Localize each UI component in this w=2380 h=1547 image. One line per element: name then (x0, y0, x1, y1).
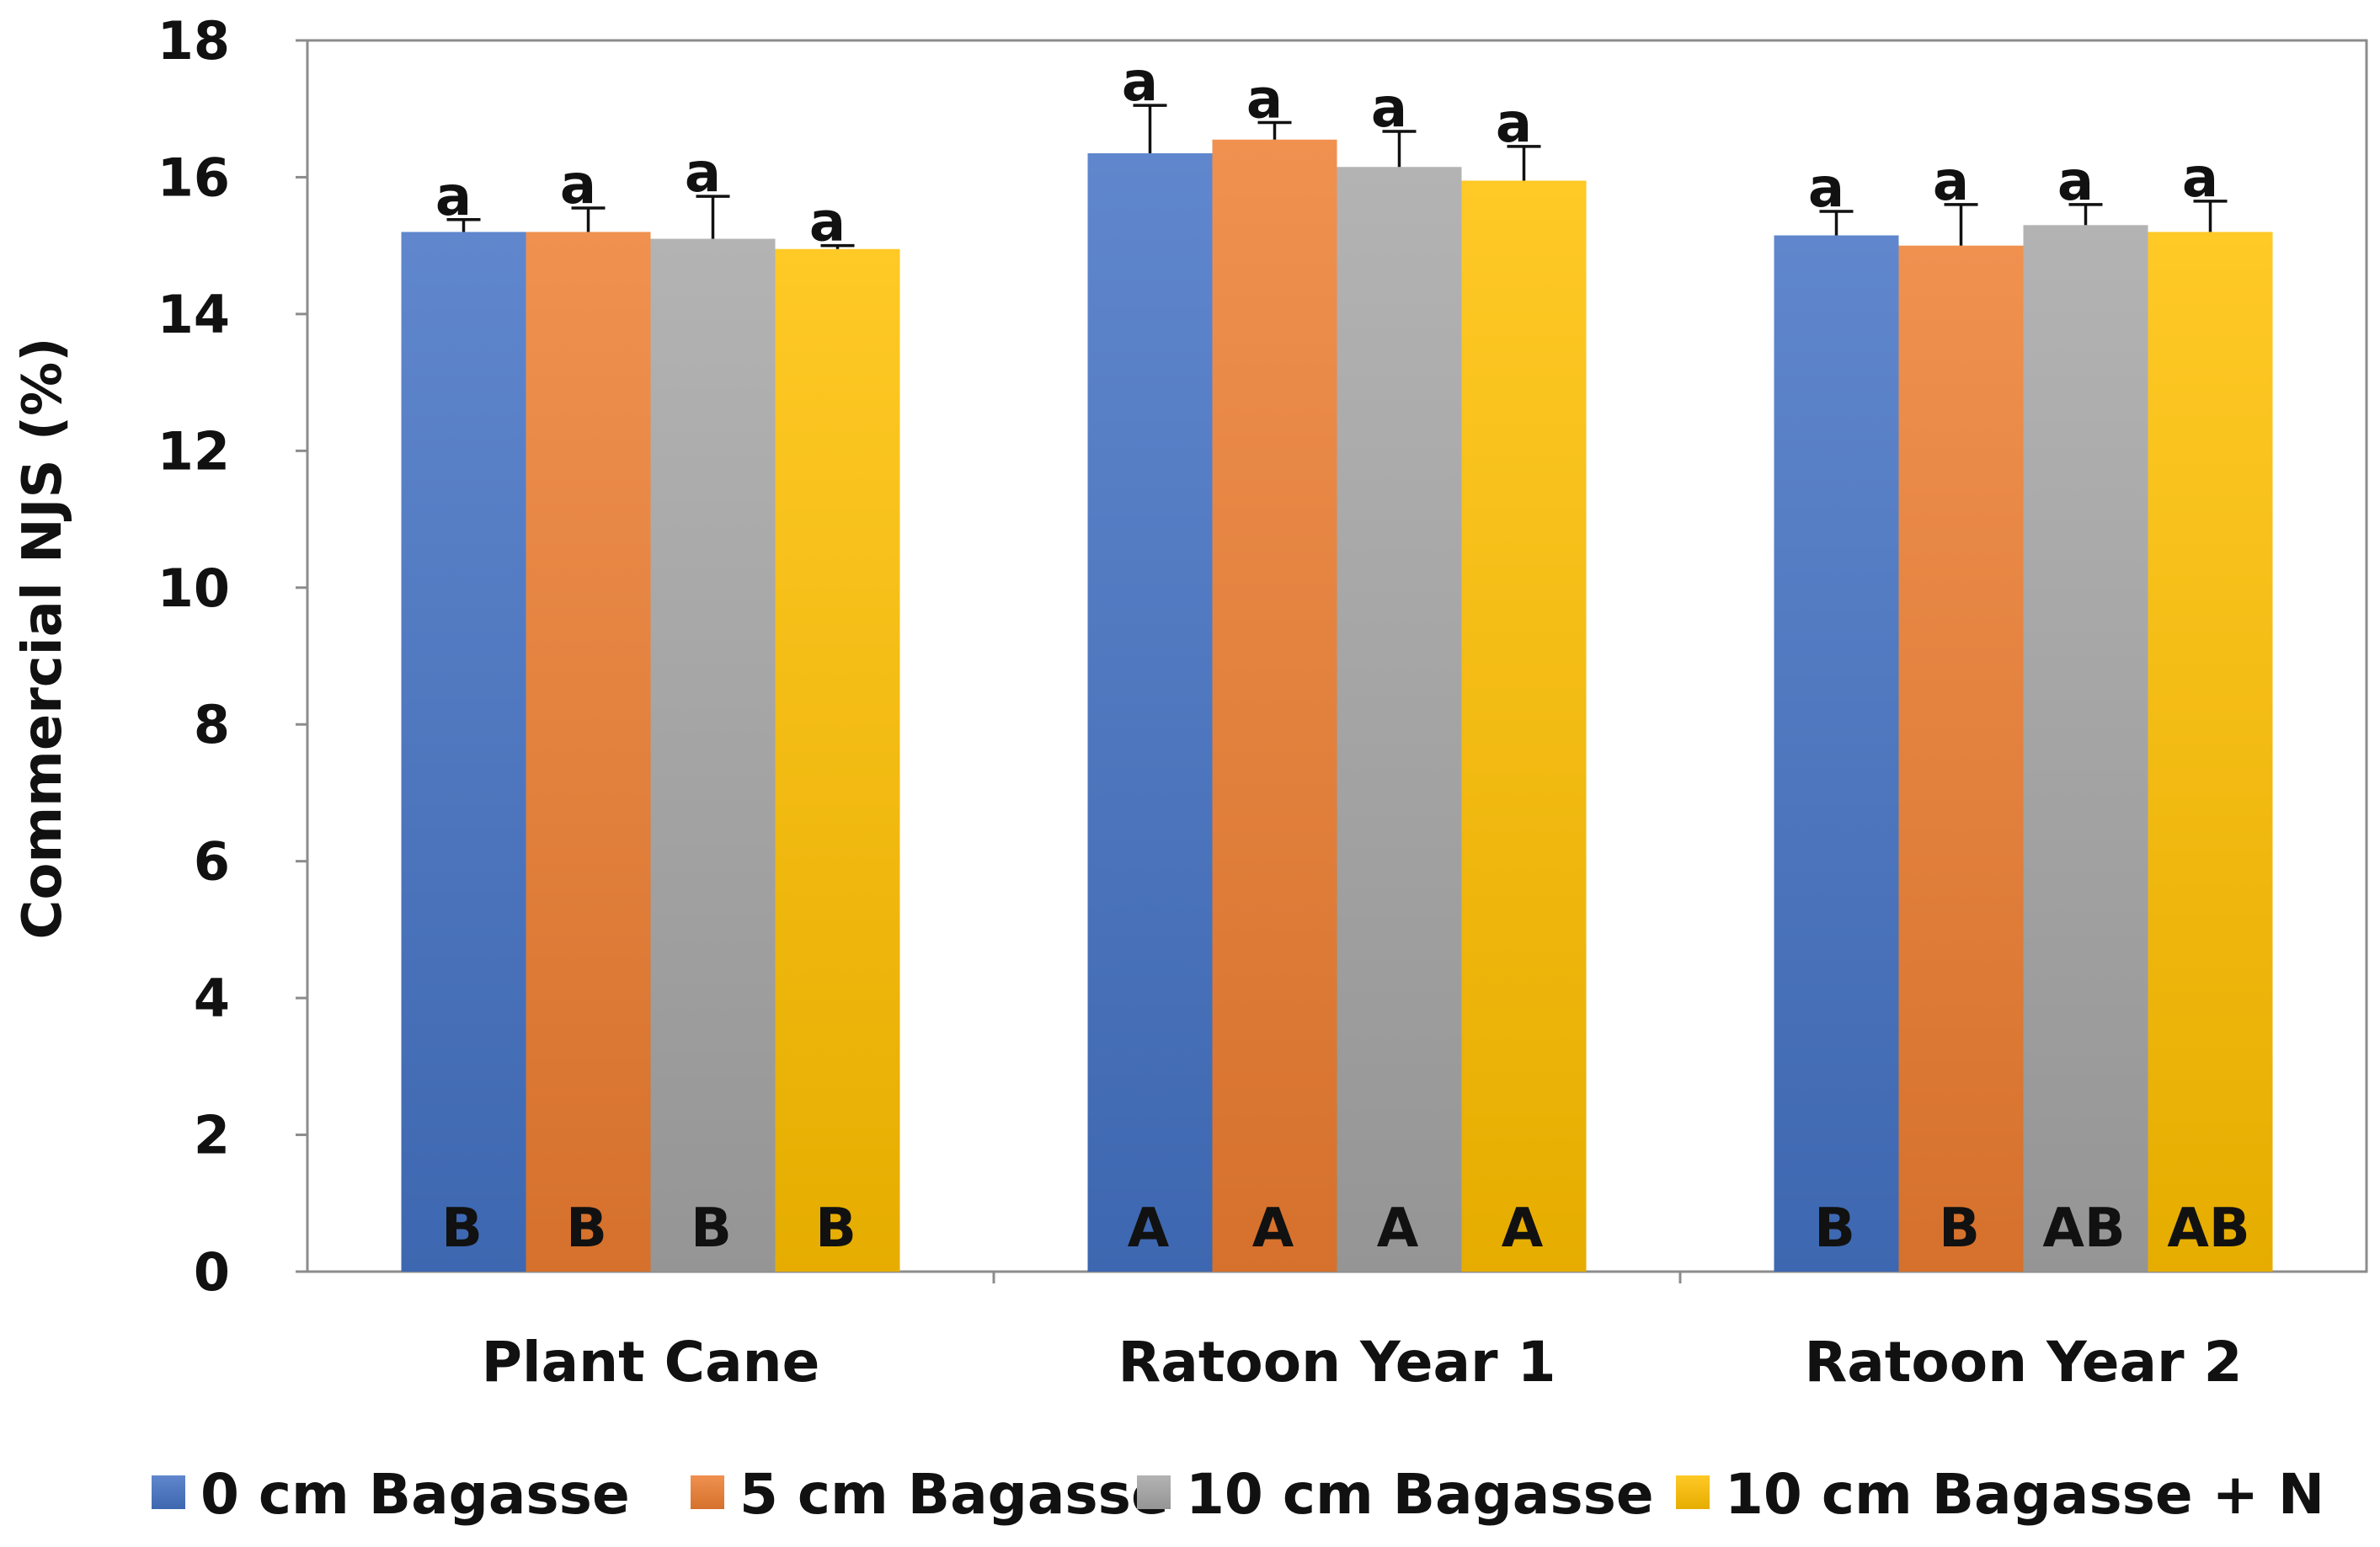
plot-area: 0 2 4 6 8 10 12 14 16 18 a Ba Ba Ba B Plant Cane a Aa Aa Aa… (157, 10, 2368, 1395)
significance-letter-top: a (560, 154, 596, 216)
significance-letter-bottom: A (1128, 1198, 1170, 1260)
significance-letter-top: a (1122, 51, 1158, 114)
bar (2148, 232, 2273, 1272)
legend-label: 10 cm Bagasse (1186, 1462, 1654, 1527)
significance-letter-top: a (2057, 151, 2094, 213)
significance-letter-top: a (1808, 157, 1844, 220)
significance-letter-bottom: A (1377, 1198, 1419, 1260)
y-tick-label: 4 (194, 968, 230, 1029)
y-tick-label: 12 (157, 420, 230, 482)
legend-label: 0 cm Bagasse (200, 1462, 630, 1527)
bar (1087, 153, 1213, 1272)
legend-swatch (1137, 1475, 1171, 1509)
legend-swatch (152, 1475, 185, 1509)
y-tick-label: 6 (194, 831, 230, 893)
y-tick-label: 2 (194, 1105, 230, 1166)
significance-letter-top: a (1371, 77, 1407, 140)
y-tick-label: 18 (157, 10, 230, 72)
significance-letter-top: a (809, 192, 846, 254)
bar (1461, 180, 1587, 1272)
x-tick-label: Ratoon Year 2 (1804, 1330, 2242, 1395)
legend-swatch (1676, 1475, 1710, 1509)
bar (1337, 167, 1462, 1272)
significance-letter-bottom: B (566, 1198, 607, 1260)
bar (775, 248, 900, 1272)
legend-label: 10 cm Bagasse + N (1725, 1462, 2324, 1527)
bar (401, 232, 526, 1272)
y-tick-label: 16 (157, 147, 230, 208)
significance-letter-bottom: B (441, 1198, 483, 1260)
bar (1898, 245, 2024, 1272)
x-tick-label: Ratoon Year 1 (1118, 1330, 1556, 1395)
significance-letter-top: a (1933, 151, 1969, 213)
bar (1774, 235, 1899, 1272)
significance-letter-bottom: B (691, 1198, 732, 1260)
bar (2023, 225, 2148, 1272)
significance-letter-bottom: B (815, 1198, 856, 1260)
x-tick-label: Plant Cane (482, 1330, 820, 1395)
y-axis-label: Commercial NJS (%) (12, 338, 74, 940)
legend-label: 5 cm Bagasse (739, 1462, 1169, 1527)
y-tick-label: 8 (194, 694, 230, 755)
legend-swatch (691, 1475, 724, 1509)
significance-letter-bottom: A (1502, 1198, 1544, 1260)
bar (526, 232, 651, 1272)
y-tick-label: 14 (157, 284, 230, 345)
significance-letter-top: a (1246, 68, 1283, 131)
legend: 0 cm Bagasse 5 cm Bagasse 10 cm Bagasse 10 … (152, 1462, 2324, 1527)
significance-letter-bottom: AB (2042, 1198, 2125, 1260)
significance-letter-top: a (685, 142, 721, 205)
significance-letter-bottom: A (1252, 1198, 1294, 1260)
significance-letter-bottom: AB (2167, 1198, 2249, 1260)
bar (1212, 139, 1337, 1272)
significance-letter-top: a (1496, 93, 1532, 155)
significance-letter-bottom: B (1814, 1198, 1855, 1260)
y-tick-label: 10 (157, 557, 230, 619)
bar (650, 238, 776, 1272)
significance-letter-top: a (2182, 147, 2218, 210)
significance-letter-bottom: B (1939, 1198, 1980, 1260)
significance-letter-top: a (435, 166, 472, 228)
y-tick-label: 0 (194, 1241, 230, 1303)
